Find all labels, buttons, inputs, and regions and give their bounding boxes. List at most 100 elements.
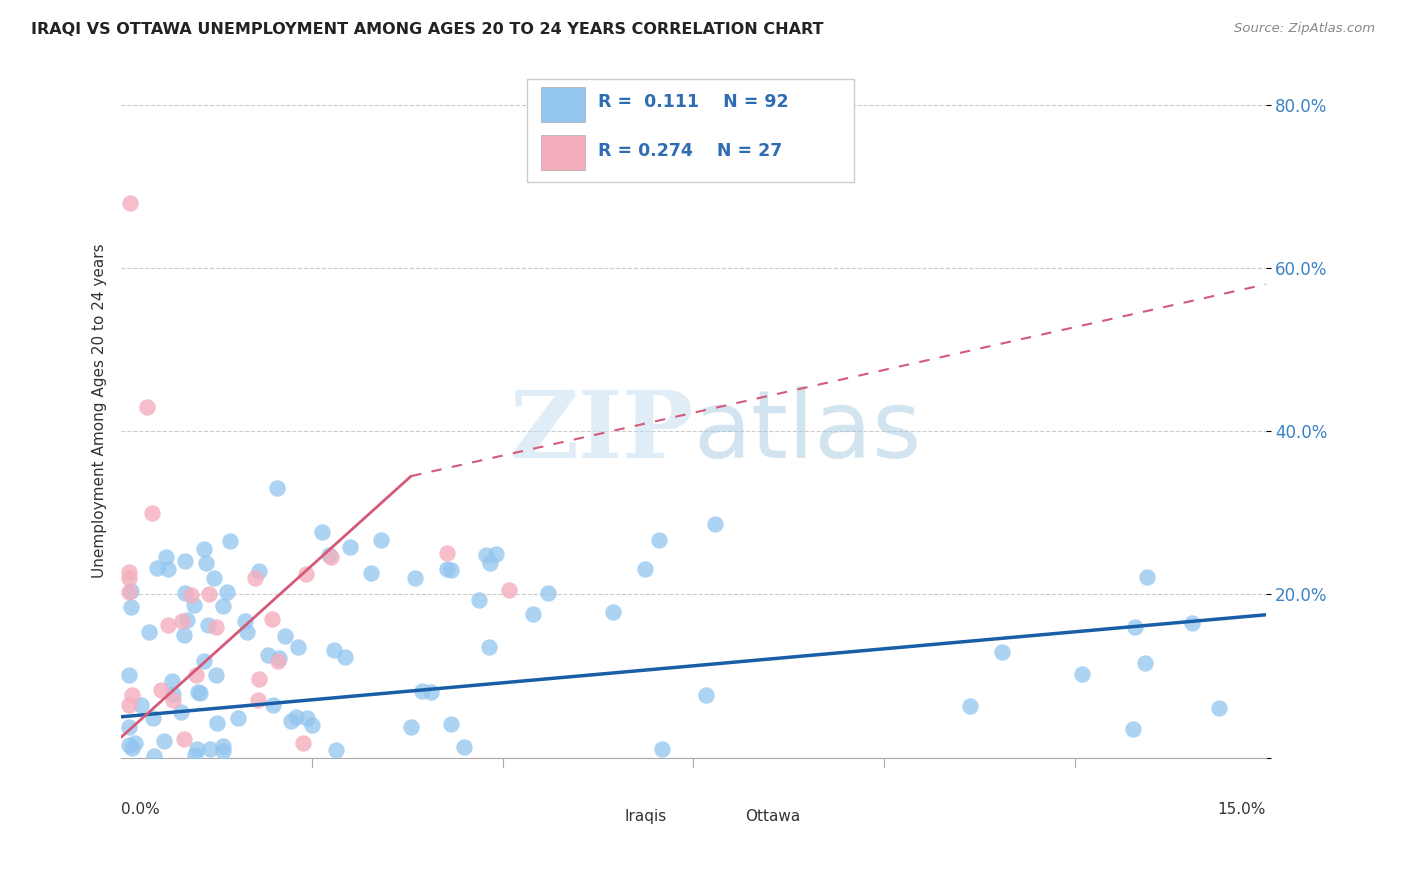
Point bbox=[291, 736, 314, 750]
Point bbox=[219, 534, 242, 549]
Point bbox=[478, 557, 501, 571]
Point bbox=[474, 549, 496, 563]
Point bbox=[121, 599, 143, 614]
Point bbox=[249, 672, 271, 686]
Point bbox=[118, 565, 141, 579]
Point bbox=[266, 481, 288, 495]
Point bbox=[257, 648, 280, 662]
Point bbox=[217, 585, 239, 599]
Point bbox=[436, 546, 458, 560]
Point bbox=[190, 686, 212, 700]
Point bbox=[142, 711, 165, 725]
Point bbox=[121, 741, 143, 756]
Point bbox=[194, 557, 217, 571]
Point bbox=[468, 592, 491, 607]
Point bbox=[318, 548, 340, 562]
Point bbox=[160, 674, 183, 689]
Point bbox=[170, 705, 193, 719]
Point bbox=[173, 585, 195, 599]
Text: 0.0%: 0.0% bbox=[121, 803, 160, 817]
Point bbox=[120, 584, 142, 599]
Point bbox=[478, 640, 501, 655]
Point bbox=[704, 516, 727, 531]
Point bbox=[174, 554, 197, 568]
Point bbox=[280, 714, 302, 729]
Point bbox=[411, 683, 433, 698]
Point bbox=[262, 698, 284, 712]
Text: Iraqis: Iraqis bbox=[624, 809, 666, 824]
Point bbox=[205, 715, 228, 730]
Point bbox=[522, 607, 544, 621]
Point bbox=[173, 628, 195, 642]
Point bbox=[184, 667, 207, 681]
Point bbox=[141, 506, 163, 520]
Point bbox=[187, 685, 209, 699]
Point bbox=[537, 586, 560, 600]
Point bbox=[118, 668, 141, 682]
Point bbox=[959, 699, 981, 714]
Point bbox=[267, 651, 290, 665]
Point bbox=[121, 688, 143, 702]
Point bbox=[236, 625, 259, 640]
Point bbox=[170, 615, 193, 629]
Point bbox=[118, 720, 141, 734]
Point bbox=[420, 685, 443, 699]
Point bbox=[138, 624, 160, 639]
Point bbox=[202, 571, 225, 585]
Point bbox=[274, 629, 297, 643]
Point bbox=[198, 587, 221, 601]
Point bbox=[453, 739, 475, 754]
Point bbox=[404, 571, 426, 585]
FancyBboxPatch shape bbox=[527, 79, 853, 182]
Point bbox=[118, 738, 141, 752]
Point bbox=[333, 650, 356, 665]
FancyBboxPatch shape bbox=[585, 806, 617, 827]
Point bbox=[211, 739, 233, 754]
Point bbox=[118, 571, 141, 585]
Point bbox=[1136, 570, 1159, 584]
Point bbox=[204, 619, 226, 633]
Point bbox=[176, 613, 198, 627]
Point bbox=[162, 687, 184, 701]
Text: R =  0.111    N = 92: R = 0.111 N = 92 bbox=[599, 93, 789, 112]
Point bbox=[197, 618, 219, 632]
Point bbox=[205, 668, 228, 682]
Text: atlas: atlas bbox=[693, 385, 921, 477]
Point bbox=[360, 566, 382, 580]
Point bbox=[319, 550, 342, 565]
Point bbox=[146, 561, 169, 575]
Point bbox=[143, 748, 166, 763]
Point bbox=[648, 533, 671, 547]
Point bbox=[243, 571, 266, 585]
Text: ZIP: ZIP bbox=[509, 386, 693, 476]
Point bbox=[118, 698, 141, 713]
FancyBboxPatch shape bbox=[704, 806, 737, 827]
Point bbox=[651, 741, 673, 756]
Point bbox=[295, 711, 318, 725]
Point bbox=[370, 533, 392, 547]
Point bbox=[287, 640, 309, 654]
Point bbox=[295, 567, 318, 582]
Point bbox=[1208, 701, 1230, 715]
Point bbox=[193, 541, 215, 556]
Text: 15.0%: 15.0% bbox=[1218, 803, 1265, 817]
Point bbox=[183, 598, 205, 612]
Point bbox=[339, 540, 361, 554]
Point bbox=[1181, 615, 1204, 630]
Point bbox=[602, 606, 624, 620]
Point bbox=[173, 732, 195, 747]
Point bbox=[1123, 619, 1146, 633]
Point bbox=[485, 547, 508, 561]
FancyBboxPatch shape bbox=[541, 136, 585, 170]
Y-axis label: Unemployment Among Ages 20 to 24 years: Unemployment Among Ages 20 to 24 years bbox=[93, 244, 107, 578]
Point bbox=[1133, 656, 1156, 670]
Point bbox=[193, 654, 215, 668]
Point bbox=[247, 693, 270, 707]
Point bbox=[301, 718, 323, 732]
Point bbox=[695, 689, 717, 703]
Point bbox=[401, 720, 423, 734]
Point bbox=[135, 400, 157, 414]
Point bbox=[129, 698, 152, 712]
Text: R = 0.274    N = 27: R = 0.274 N = 27 bbox=[599, 142, 783, 160]
Point bbox=[262, 612, 284, 626]
